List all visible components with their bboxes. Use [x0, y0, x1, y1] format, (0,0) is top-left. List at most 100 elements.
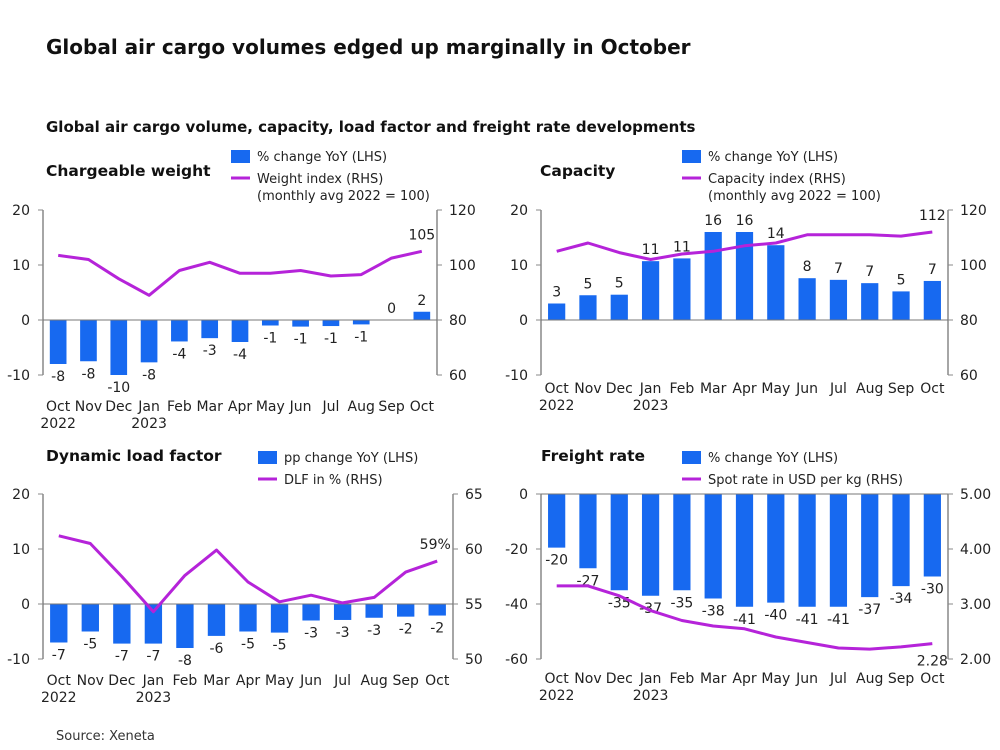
bar-data-label: -8 [142, 367, 156, 383]
x-tick-label: Apr [236, 673, 260, 689]
bar-data-label: 16 [704, 213, 722, 229]
bar [923, 494, 941, 577]
bar [322, 320, 340, 327]
panel-title: Capacity [540, 162, 615, 180]
bar-data-label: -1 [294, 332, 308, 348]
legend-bar-swatch [258, 451, 277, 464]
bar [829, 494, 848, 607]
bar [231, 320, 249, 342]
bar [365, 604, 383, 618]
x-tick-label: Nov [77, 673, 104, 689]
left-tick-label: 20 [12, 487, 30, 503]
line-series [556, 230, 933, 261]
x-tick-label: Nov [574, 671, 601, 687]
bar [641, 261, 660, 320]
panel-title: Dynamic load factor [46, 447, 222, 465]
bar-data-label: -5 [273, 638, 287, 654]
figure-title: Global air cargo volumes edged up margin… [46, 35, 691, 59]
x-tick-label: Aug [360, 673, 387, 689]
bar [207, 604, 226, 636]
x-tick-label: Jul [321, 399, 339, 415]
bar [201, 320, 219, 339]
legend-line-label: DLF in % (RHS) [284, 473, 383, 488]
right-tick-label: 100 [449, 258, 476, 274]
right-tick-label: 60 [960, 368, 978, 384]
bar [641, 494, 660, 596]
x-tick-label: Jan [137, 399, 160, 415]
x-tick-label: May [761, 381, 790, 397]
bar [579, 494, 597, 569]
x-tick-label: Sep [888, 381, 915, 397]
bar [548, 494, 566, 548]
bar-data-label: 11 [673, 239, 691, 255]
bar-data-label: 5 [584, 276, 593, 292]
x-year-label: 2023 [136, 690, 172, 706]
x-tick-label: Mar [700, 671, 727, 687]
x-tick-label: Feb [669, 381, 694, 397]
bar-data-label: -10 [107, 380, 130, 396]
right-tick-label: 80 [960, 313, 978, 329]
bar [704, 494, 722, 599]
left-tick-label: -10 [7, 368, 30, 384]
chart-panel-1: Chargeable weight % change YoY (LHS) Weigh… [7, 150, 476, 432]
x-tick-label: Oct [920, 381, 945, 397]
x-tick-label: Jul [829, 671, 847, 687]
bar-data-label: -41 [733, 612, 756, 628]
x-year-label: 2022 [539, 688, 575, 704]
bar-data-label: -30 [921, 582, 944, 598]
x-year-label: 2023 [633, 398, 669, 414]
x-tick-label: Aug [856, 381, 883, 397]
bar [292, 320, 309, 327]
bar-data-label: 14 [767, 226, 785, 242]
bar [397, 604, 415, 617]
line-series [58, 534, 438, 614]
bar-data-label: -2 [399, 622, 413, 638]
bar-data-label: 5 [615, 276, 624, 292]
x-tick-label: Jan [639, 671, 662, 687]
line-end-label: 59% [420, 537, 451, 553]
left-tick-label: 10 [12, 542, 30, 558]
x-tick-label: Aug [348, 399, 375, 415]
chart-panel-2: Capacity % change YoY (LHS) Capacity index… [505, 150, 987, 414]
line-end-label: 105 [408, 227, 435, 243]
bar-data-label: -6 [209, 641, 223, 657]
right-tick-label: 120 [449, 203, 476, 219]
x-tick-label: Nov [75, 399, 102, 415]
bar [140, 320, 158, 363]
bar [892, 291, 910, 320]
x-tick-label: Mar [196, 399, 223, 415]
x-year-label: 2022 [539, 398, 575, 414]
bar [413, 311, 431, 320]
right-tick-label: 65 [465, 487, 483, 503]
chart-panel-4: Freight rate % change YoY (LHS) Spot rate … [505, 447, 991, 704]
left-tick-label: 0 [21, 597, 30, 613]
bar-data-label: -8 [81, 366, 95, 382]
x-tick-label: Sep [378, 399, 405, 415]
right-tick-label: 2.00 [960, 652, 991, 668]
bar-data-label: -1 [263, 331, 277, 347]
panel-title: Freight rate [541, 447, 645, 465]
bar [579, 295, 597, 320]
bar-data-label: -37 [858, 602, 881, 618]
bar-data-label: -1 [354, 329, 368, 345]
bar-data-label: -5 [241, 637, 255, 653]
bar [923, 280, 941, 320]
bar-data-label: -7 [115, 649, 129, 665]
legend-bar-swatch [682, 451, 701, 464]
legend-bar-label: pp change YoY (LHS) [284, 451, 418, 466]
left-tick-label: 20 [510, 203, 528, 219]
bar-data-label: -41 [827, 612, 850, 628]
bar-data-label: -8 [51, 369, 65, 385]
bar-data-label: -38 [702, 604, 725, 620]
bar-data-label: -41 [796, 612, 819, 628]
x-tick-label: Sep [392, 673, 419, 689]
x-tick-label: Dec [108, 673, 135, 689]
left-tick-label: -20 [505, 542, 528, 558]
bar [302, 604, 320, 621]
bar [270, 604, 289, 633]
bar-data-label: 7 [865, 264, 874, 280]
x-tick-label: Jan [142, 673, 165, 689]
bar [428, 604, 446, 616]
x-tick-label: Apr [732, 671, 756, 687]
line-series [556, 584, 933, 651]
